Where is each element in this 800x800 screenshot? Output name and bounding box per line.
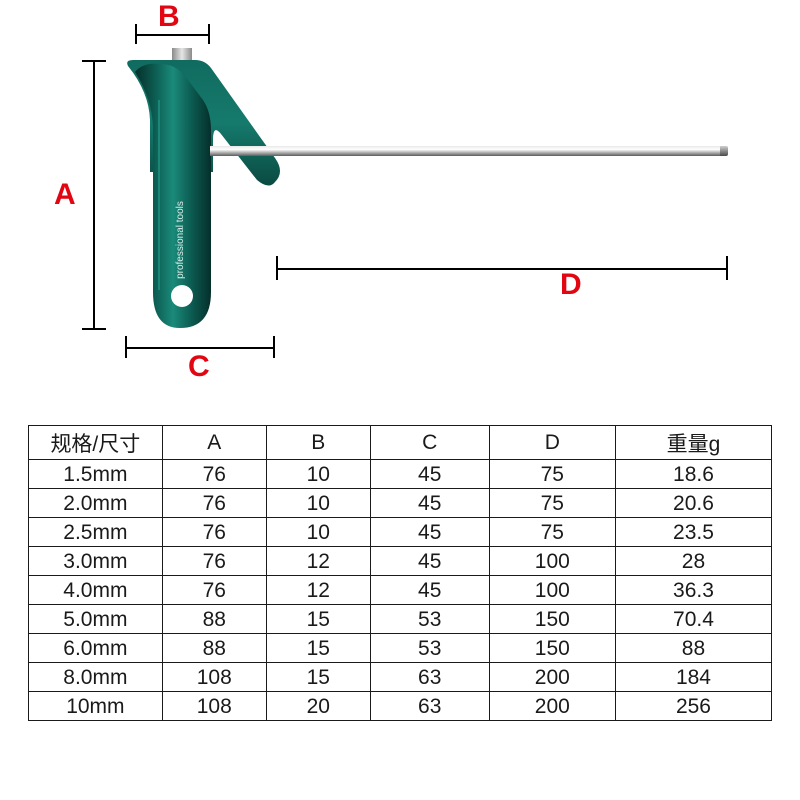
table-cell: 150 — [489, 634, 615, 663]
dim-D-line — [276, 268, 728, 270]
dim-C-label: C — [188, 350, 210, 384]
table-cell: 45 — [370, 547, 489, 576]
table-row: 2.0mm7610457520.6 — [29, 489, 772, 518]
table-row: 5.0mm88155315070.4 — [29, 605, 772, 634]
table-cell: 76 — [162, 460, 266, 489]
dim-A-line — [93, 60, 95, 330]
table-cell: 100 — [489, 576, 615, 605]
table-cell: 88 — [162, 605, 266, 634]
table-cell: 1.5mm — [29, 460, 163, 489]
table-cell: 75 — [489, 489, 615, 518]
table-cell: 15 — [266, 605, 370, 634]
table-cell: 108 — [162, 663, 266, 692]
dim-D-label: D — [560, 268, 582, 302]
handle-text: professional tools — [175, 201, 186, 279]
dim-A-label: A — [54, 178, 76, 212]
table-cell: 23.5 — [615, 518, 771, 547]
table-cell: 45 — [370, 576, 489, 605]
tool-dimension-diagram: B professional tools — [40, 10, 760, 390]
table-cell: 88 — [615, 634, 771, 663]
table-cell: 28 — [615, 547, 771, 576]
table-cell: 45 — [370, 460, 489, 489]
table-cell: 45 — [370, 518, 489, 547]
table-cell: 10 — [266, 460, 370, 489]
dim-C-cap-right — [273, 336, 275, 358]
col-header-3: C — [370, 426, 489, 460]
table-cell: 88 — [162, 634, 266, 663]
table-cell: 45 — [370, 489, 489, 518]
col-header-5: 重量g — [615, 426, 771, 460]
shaft-tip — [720, 146, 728, 156]
table-cell: 76 — [162, 547, 266, 576]
dim-B-label: B — [158, 0, 180, 34]
dim-B-cap-right — [208, 24, 210, 44]
dim-D-cap-right — [726, 256, 728, 280]
table-cell: 200 — [489, 692, 615, 721]
table-cell: 12 — [266, 547, 370, 576]
dim-A-cap-bot — [82, 328, 106, 330]
table-cell: 53 — [370, 605, 489, 634]
table-cell: 5.0mm — [29, 605, 163, 634]
table-cell: 256 — [615, 692, 771, 721]
table-cell: 75 — [489, 460, 615, 489]
table-cell: 2.0mm — [29, 489, 163, 518]
table-row: 3.0mm76124510028 — [29, 547, 772, 576]
table-row: 10mm1082063200256 — [29, 692, 772, 721]
table-cell: 76 — [162, 489, 266, 518]
hex-shaft — [210, 146, 722, 156]
table-cell: 10 — [266, 518, 370, 547]
table-cell: 36.3 — [615, 576, 771, 605]
table-cell: 70.4 — [615, 605, 771, 634]
table-cell: 4.0mm — [29, 576, 163, 605]
table-cell: 10mm — [29, 692, 163, 721]
spec-table-container: 规格/尺寸ABCD重量g 1.5mm7610457518.62.0mm76104… — [28, 425, 772, 721]
table-cell: 3.0mm — [29, 547, 163, 576]
table-cell: 75 — [489, 518, 615, 547]
table-cell: 8.0mm — [29, 663, 163, 692]
table-row: 1.5mm7610457518.6 — [29, 460, 772, 489]
table-cell: 76 — [162, 576, 266, 605]
table-cell: 2.5mm — [29, 518, 163, 547]
table-cell: 20 — [266, 692, 370, 721]
table-row: 2.5mm7610457523.5 — [29, 518, 772, 547]
col-header-2: B — [266, 426, 370, 460]
table-cell: 184 — [615, 663, 771, 692]
table-header-row: 规格/尺寸ABCD重量g — [29, 426, 772, 460]
spec-table: 规格/尺寸ABCD重量g 1.5mm7610457518.62.0mm76104… — [28, 425, 772, 721]
table-body: 1.5mm7610457518.62.0mm7610457520.62.5mm7… — [29, 460, 772, 721]
table-cell: 15 — [266, 634, 370, 663]
table-cell: 100 — [489, 547, 615, 576]
table-cell: 10 — [266, 489, 370, 518]
table-row: 4.0mm76124510036.3 — [29, 576, 772, 605]
table-cell: 15 — [266, 663, 370, 692]
table-cell: 12 — [266, 576, 370, 605]
table-cell: 150 — [489, 605, 615, 634]
table-row: 8.0mm1081563200184 — [29, 663, 772, 692]
table-cell: 6.0mm — [29, 634, 163, 663]
table-cell: 63 — [370, 692, 489, 721]
col-header-1: A — [162, 426, 266, 460]
col-header-0: 规格/尺寸 — [29, 426, 163, 460]
col-header-4: D — [489, 426, 615, 460]
table-cell: 18.6 — [615, 460, 771, 489]
table-cell: 108 — [162, 692, 266, 721]
dim-C-line — [125, 347, 275, 349]
table-cell: 76 — [162, 518, 266, 547]
table-cell: 63 — [370, 663, 489, 692]
dim-B-line — [135, 34, 210, 36]
table-row: 6.0mm88155315088 — [29, 634, 772, 663]
t-handle: professional tools — [125, 60, 285, 330]
table-cell: 53 — [370, 634, 489, 663]
table-cell: 200 — [489, 663, 615, 692]
table-cell: 20.6 — [615, 489, 771, 518]
